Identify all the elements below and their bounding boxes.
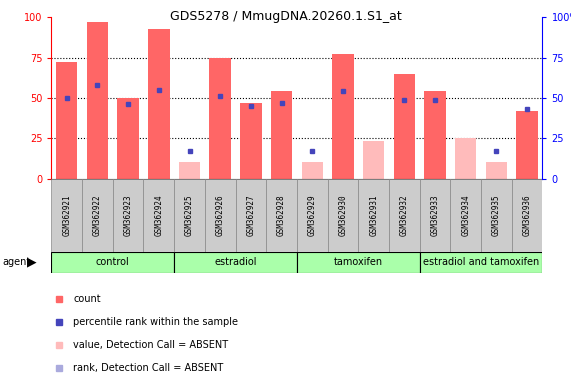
Bar: [332, 55, 353, 179]
Bar: [112, 179, 143, 252]
Text: GSM362924: GSM362924: [154, 194, 163, 236]
Bar: [516, 111, 538, 179]
Text: percentile rank within the sample: percentile rank within the sample: [74, 317, 239, 327]
Text: GDS5278 / MmugDNA.20260.1.S1_at: GDS5278 / MmugDNA.20260.1.S1_at: [170, 10, 401, 23]
Bar: [359, 179, 389, 252]
Text: GSM362934: GSM362934: [461, 194, 471, 236]
Bar: [118, 98, 139, 179]
Text: estradiol: estradiol: [214, 257, 257, 267]
Text: rank, Detection Call = ABSENT: rank, Detection Call = ABSENT: [74, 363, 224, 374]
Bar: [393, 74, 415, 179]
Text: control: control: [96, 257, 130, 267]
Bar: [51, 179, 82, 252]
Bar: [451, 179, 481, 252]
Text: GSM362926: GSM362926: [216, 194, 225, 236]
Bar: [240, 103, 262, 179]
Text: value, Detection Call = ABSENT: value, Detection Call = ABSENT: [74, 339, 228, 349]
Bar: [143, 179, 174, 252]
Bar: [56, 63, 78, 179]
Bar: [455, 138, 476, 179]
Bar: [328, 179, 358, 252]
Text: GSM362929: GSM362929: [308, 194, 317, 236]
Bar: [481, 179, 512, 252]
Bar: [174, 252, 297, 273]
Bar: [148, 28, 170, 179]
Text: tamoxifen: tamoxifen: [333, 257, 383, 267]
Text: GSM362921: GSM362921: [62, 194, 71, 236]
Bar: [271, 91, 292, 179]
Bar: [179, 162, 200, 179]
Text: ▶: ▶: [27, 256, 37, 269]
Text: GSM362936: GSM362936: [522, 194, 532, 236]
Bar: [389, 179, 420, 252]
Bar: [87, 22, 108, 179]
Bar: [301, 162, 323, 179]
Bar: [174, 179, 205, 252]
Text: estradiol and tamoxifen: estradiol and tamoxifen: [423, 257, 539, 267]
Text: GSM362923: GSM362923: [123, 194, 132, 236]
Text: GSM362933: GSM362933: [431, 194, 440, 236]
Text: count: count: [74, 294, 101, 304]
Bar: [512, 179, 542, 252]
Bar: [210, 58, 231, 179]
Text: GSM362925: GSM362925: [185, 194, 194, 236]
Bar: [235, 179, 266, 252]
Text: GSM362922: GSM362922: [93, 194, 102, 236]
Text: GSM362930: GSM362930: [339, 194, 348, 236]
Bar: [424, 91, 446, 179]
Bar: [82, 179, 112, 252]
Bar: [266, 179, 297, 252]
Text: GSM362927: GSM362927: [246, 194, 255, 236]
Text: GSM362932: GSM362932: [400, 194, 409, 236]
Bar: [486, 162, 507, 179]
Bar: [420, 252, 542, 273]
Text: GSM362935: GSM362935: [492, 194, 501, 236]
Bar: [363, 141, 384, 179]
Text: agent: agent: [3, 257, 31, 267]
Bar: [205, 179, 235, 252]
Text: GSM362928: GSM362928: [277, 194, 286, 236]
Bar: [420, 179, 451, 252]
Bar: [51, 252, 174, 273]
Text: GSM362931: GSM362931: [369, 194, 378, 236]
Bar: [297, 252, 420, 273]
Bar: [297, 179, 328, 252]
